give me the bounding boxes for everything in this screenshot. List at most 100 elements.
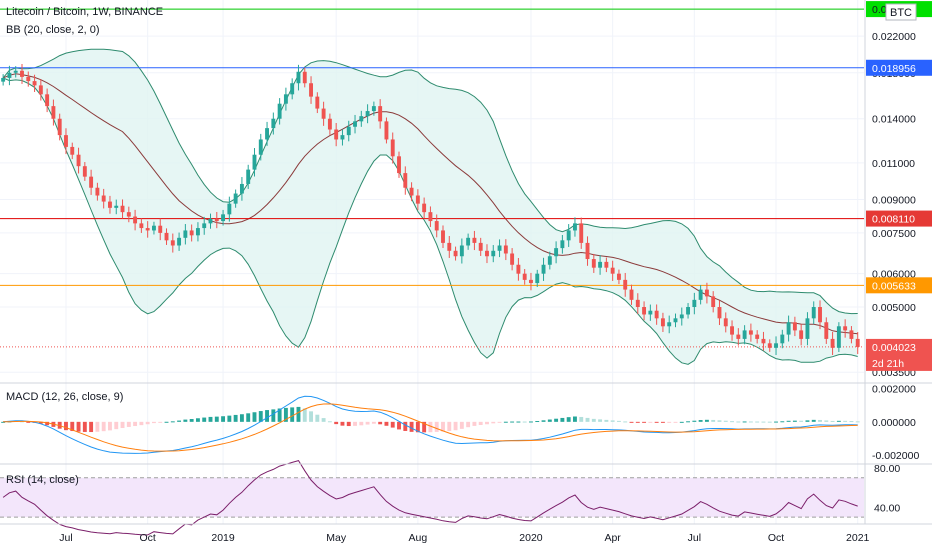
candle-body[interactable] <box>265 128 270 140</box>
candle-body[interactable] <box>466 237 471 246</box>
candle-body[interactable] <box>742 330 747 339</box>
candle-body[interactable] <box>195 228 200 236</box>
candle-body[interactable] <box>158 225 163 233</box>
rsi-pane[interactable] <box>0 460 864 536</box>
candle-body[interactable] <box>704 289 709 297</box>
candle-body[interactable] <box>566 230 571 241</box>
candle-body[interactable] <box>529 279 533 284</box>
candle-body[interactable] <box>654 310 659 319</box>
candle-body[interactable] <box>799 330 804 339</box>
candle-body[interactable] <box>82 166 87 177</box>
candle-body[interactable] <box>642 307 647 315</box>
candle-body[interactable] <box>698 289 703 300</box>
candle-body[interactable] <box>258 139 263 155</box>
candle-body[interactable] <box>390 139 395 157</box>
candle-body[interactable] <box>283 94 288 104</box>
candle-body[interactable] <box>139 223 144 229</box>
candle-body[interactable] <box>296 71 301 84</box>
candle-body[interactable] <box>447 242 452 251</box>
candle-body[interactable] <box>667 322 672 327</box>
macd-indicator-label[interactable]: MACD (12, 26, close, 9) <box>6 391 123 403</box>
candle-body[interactable] <box>309 83 313 97</box>
rsi-indicator-label[interactable]: RSI (14, close) <box>6 474 79 486</box>
candle-body[interactable] <box>767 343 772 348</box>
candle-body[interactable] <box>227 203 232 215</box>
candle-body[interactable] <box>503 245 508 254</box>
candle-body[interactable] <box>491 250 496 257</box>
candle-body[interactable] <box>836 326 841 348</box>
price-axis[interactable]: 0.0220000.0180000.0140000.0110000.009000… <box>866 1 932 514</box>
candle-body[interactable] <box>415 195 420 204</box>
candle-body[interactable] <box>541 264 546 274</box>
candle-body[interactable] <box>32 81 37 86</box>
candle-body[interactable] <box>434 221 439 231</box>
macd-pane[interactable] <box>1 395 860 454</box>
candle-body[interactable] <box>7 72 12 78</box>
candle-body[interactable] <box>321 108 326 119</box>
candle-body[interactable] <box>497 245 502 251</box>
candle-body[interactable] <box>26 76 31 82</box>
candle-body[interactable] <box>277 103 282 119</box>
candle-body[interactable] <box>585 242 590 260</box>
currency-badge[interactable]: BTC <box>890 7 912 19</box>
candle-body[interactable] <box>673 318 678 323</box>
candle-body[interactable] <box>208 218 213 224</box>
candle-body[interactable] <box>736 334 741 339</box>
candle-body[interactable] <box>453 250 458 257</box>
candle-body[interactable] <box>378 106 383 122</box>
candle-body[interactable] <box>57 118 62 136</box>
candle-body[interactable] <box>730 326 734 335</box>
candle-body[interactable] <box>114 205 119 208</box>
candle-body[interactable] <box>579 223 584 243</box>
candle-body[interactable] <box>177 237 182 246</box>
candle-body[interactable] <box>830 338 835 348</box>
candle-body[interactable] <box>692 299 697 308</box>
candle-body[interactable] <box>855 338 860 347</box>
candle-body[interactable] <box>384 121 389 140</box>
candle-body[interactable] <box>271 118 276 129</box>
candle-body[interactable] <box>214 218 219 222</box>
candle-body[interactable] <box>843 326 848 331</box>
candle-body[interactable] <box>560 240 565 249</box>
candle-body[interactable] <box>818 307 822 323</box>
candle-body[interactable] <box>221 214 226 222</box>
candle-body[interactable] <box>573 223 577 231</box>
candle-body[interactable] <box>403 173 408 188</box>
candle-body[interactable] <box>371 106 376 112</box>
candle-body[interactable] <box>774 343 778 348</box>
candle-body[interactable] <box>346 126 351 136</box>
candle-body[interactable] <box>547 256 552 265</box>
candle-body[interactable] <box>849 330 854 339</box>
candle-body[interactable] <box>101 195 106 202</box>
bb-indicator-label[interactable]: BB (20, close, 2, 0) <box>6 24 100 36</box>
candle-body[interactable] <box>170 240 175 246</box>
candle-body[interactable] <box>365 111 370 117</box>
candle-body[interactable] <box>13 70 18 73</box>
candle-body[interactable] <box>591 259 596 268</box>
candle-body[interactable] <box>70 146 75 155</box>
candle-body[interactable] <box>183 230 188 238</box>
candle-body[interactable] <box>660 318 665 327</box>
candle-body[interactable] <box>133 216 138 224</box>
candle-body[interactable] <box>89 176 94 188</box>
level-tag-blue[interactable] <box>866 59 932 76</box>
candle-body[interactable] <box>805 318 810 339</box>
level-tag-orange[interactable] <box>866 277 932 294</box>
candle-body[interactable] <box>290 83 295 95</box>
candle-body[interactable] <box>120 205 125 213</box>
candle-body[interactable] <box>422 203 427 213</box>
candle-body[interactable] <box>152 225 156 231</box>
candle-body[interactable] <box>648 310 653 315</box>
candle-body[interactable] <box>327 118 332 130</box>
candle-body[interactable] <box>38 85 43 95</box>
candle-body[interactable] <box>723 318 728 327</box>
candle-body[interactable] <box>554 248 559 257</box>
candle-body[interactable] <box>51 106 56 119</box>
candle-body[interactable] <box>598 261 603 268</box>
candle-body[interactable] <box>189 230 194 236</box>
candle-body[interactable] <box>45 94 50 107</box>
candle-body[interactable] <box>811 307 816 319</box>
candle-body[interactable] <box>604 261 609 268</box>
candle-body[interactable] <box>145 228 150 231</box>
